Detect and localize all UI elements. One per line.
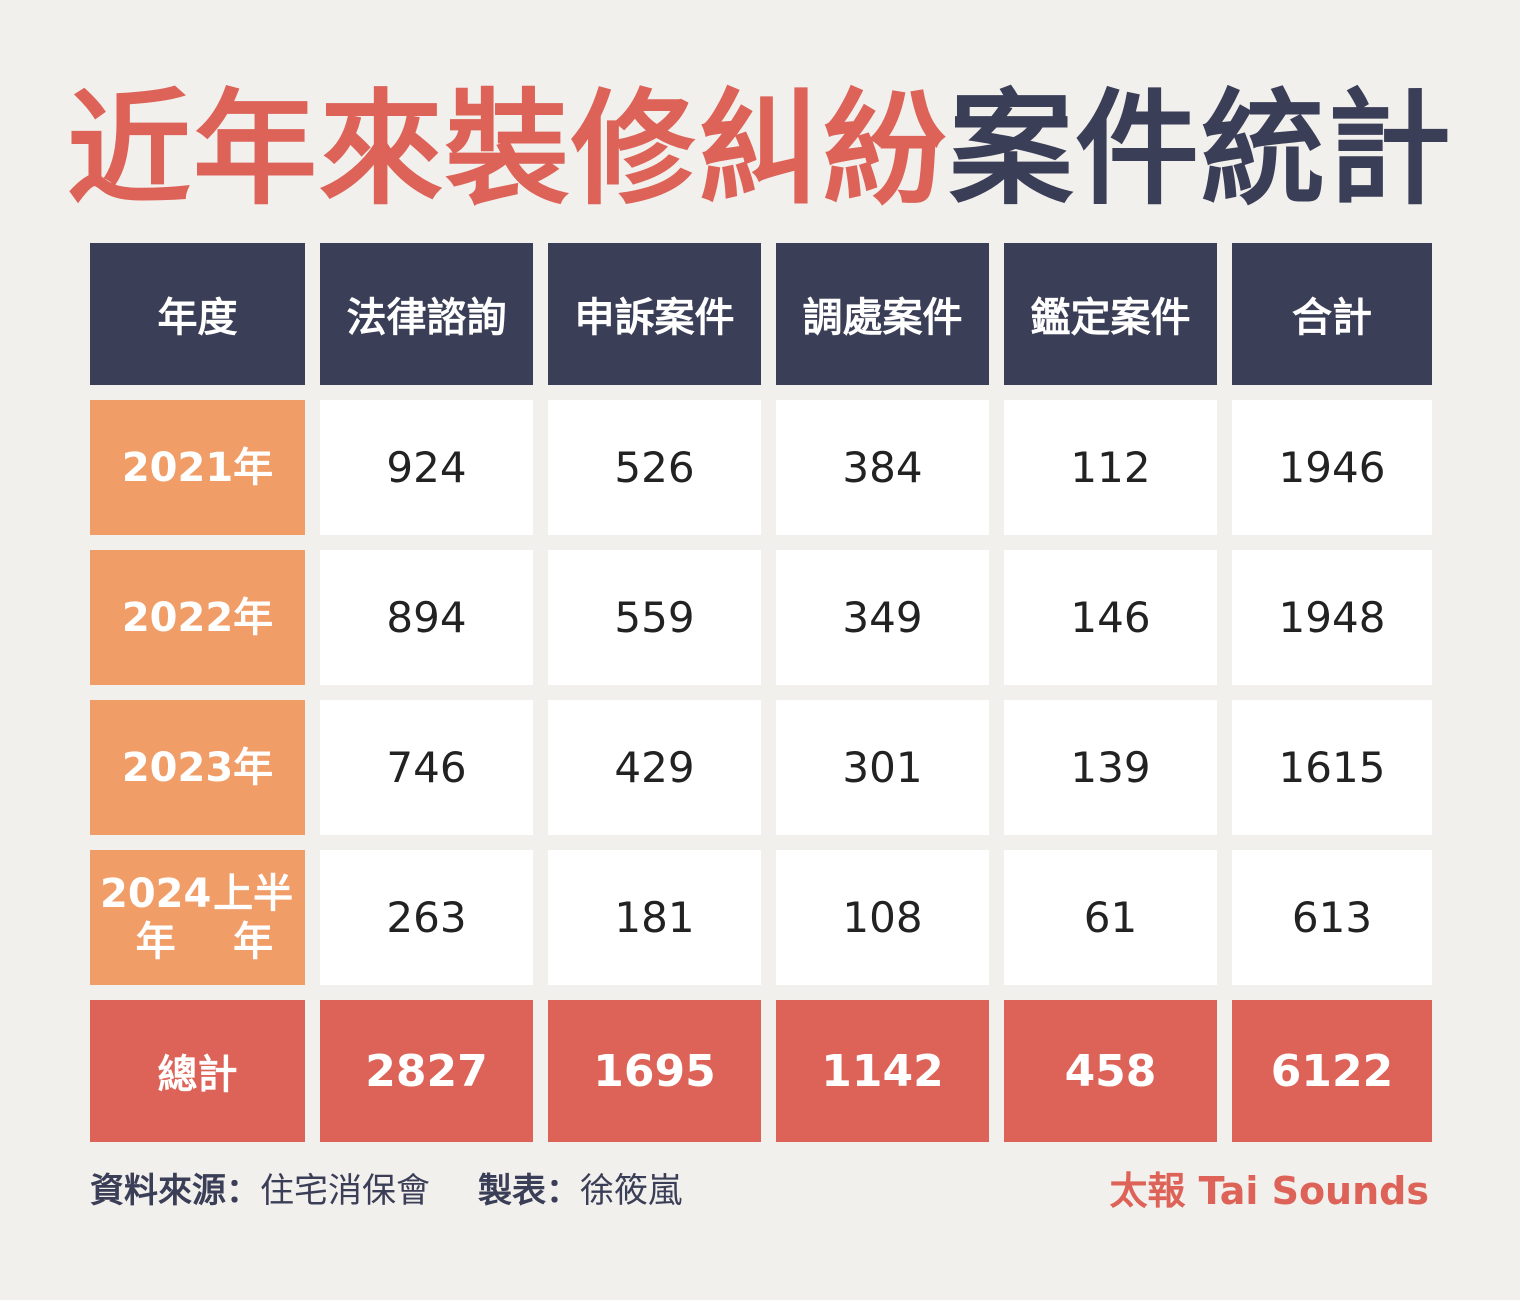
year-cell: 2023年 (90, 700, 305, 835)
header-sum: 合計 (1232, 243, 1432, 385)
title-rest: 案件統計 (949, 78, 1454, 222)
table-cell: 526 (548, 400, 761, 535)
header-appraisal: 鑑定案件 (1004, 243, 1217, 385)
total-label: 總計 (90, 1000, 305, 1142)
table-cell: 384 (776, 400, 989, 535)
header-year: 年度 (90, 243, 305, 385)
table-cell: 894 (320, 550, 533, 685)
total-cell: 458 (1004, 1000, 1217, 1142)
page-title: 近年來裝修糾紛案件統計 (0, 70, 1520, 230)
total-cell: 1695 (548, 1000, 761, 1142)
table-cell: 301 (776, 700, 989, 835)
table-cell: 746 (320, 700, 533, 835)
total-cell: 1142 (776, 1000, 989, 1142)
table-cell: 112 (1004, 400, 1217, 535)
year-cell: 2022年 (90, 550, 305, 685)
table-cell: 1948 (1232, 550, 1432, 685)
source-credit: 資料來源：住宅消保會 製表：徐筱嵐 (90, 1163, 682, 1219)
table-cell: 559 (548, 550, 761, 685)
year-cell: 2021年 (90, 400, 305, 535)
table-cell: 108 (776, 850, 989, 985)
year-cell: 2024年 上半年 (90, 850, 305, 985)
table-cell: 1946 (1232, 400, 1432, 535)
header-mediation: 調處案件 (776, 243, 989, 385)
table-cell: 924 (320, 400, 533, 535)
year-line: 2024年 (100, 870, 212, 965)
table-cell: 613 (1232, 850, 1432, 985)
source-label: 資料來源： (90, 1171, 260, 1211)
source-value: 住宅消保會 (260, 1171, 430, 1211)
table-cell: 139 (1004, 700, 1217, 835)
title-highlight: 近年來裝修糾紛 (66, 78, 949, 222)
year-line: 上半年 (213, 870, 294, 965)
header-legal-consult: 法律諮詢 (320, 243, 533, 385)
stats-table: 年度 法律諮詢 申訴案件 調處案件 鑑定案件 合計 2021年 924 526 … (90, 243, 1432, 1142)
total-cell: 2827 (320, 1000, 533, 1142)
header-complaint: 申訴案件 (548, 243, 761, 385)
total-cell: 6122 (1232, 1000, 1432, 1142)
table-cell: 146 (1004, 550, 1217, 685)
maker-label: 製表： (478, 1171, 580, 1211)
maker-value: 徐筱嵐 (580, 1171, 682, 1211)
table-cell: 61 (1004, 850, 1217, 985)
table-cell: 181 (548, 850, 761, 985)
table-cell: 349 (776, 550, 989, 685)
table-cell: 1615 (1232, 700, 1432, 835)
table-cell: 429 (548, 700, 761, 835)
brand-logo: 太報 Tai Sounds (1109, 1169, 1429, 1213)
table-cell: 263 (320, 850, 533, 985)
